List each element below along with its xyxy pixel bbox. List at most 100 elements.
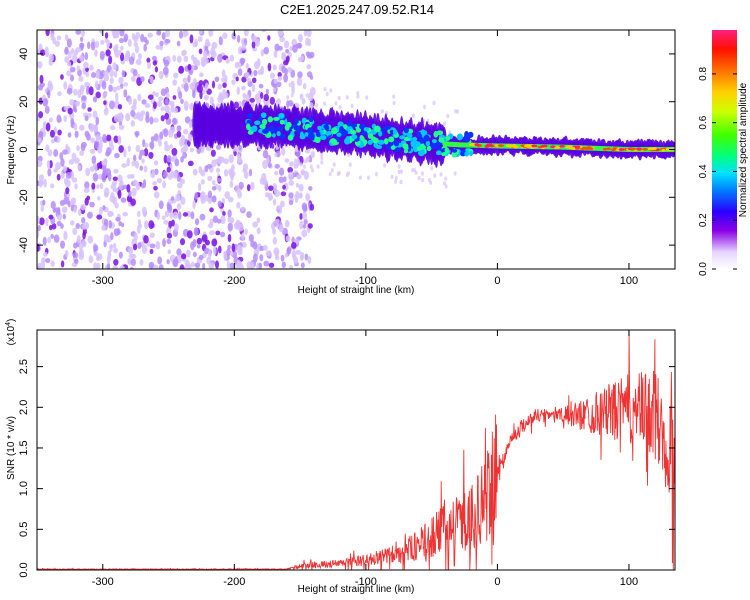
heatmap-cell <box>236 244 243 254</box>
heatmap-cell <box>144 103 151 109</box>
heatmap-cell <box>192 251 197 258</box>
heatmap-cell <box>345 95 349 100</box>
x-tick-label: 0 <box>494 275 500 287</box>
heatmap-cell <box>102 165 107 174</box>
heatmap-cell <box>48 224 53 231</box>
heatmap-cell <box>383 138 389 145</box>
heatmap-cell <box>241 76 247 83</box>
heatmap-cell <box>438 137 445 143</box>
heatmap-cell <box>227 222 233 232</box>
heatmap-cell <box>72 227 78 236</box>
heatmap-cell <box>51 223 57 230</box>
heatmap-cell <box>164 104 170 113</box>
heatmap-cell <box>200 148 205 154</box>
heatmap-cell <box>83 61 89 69</box>
heatmap-cell <box>91 155 97 165</box>
y-tick-label: 0.0 <box>18 562 30 577</box>
heatmap-cell <box>211 238 218 247</box>
heatmap-cell <box>187 63 192 71</box>
heatmap-cell <box>291 236 295 244</box>
heatmap-cell <box>283 40 290 49</box>
heatmap-cell <box>153 117 159 123</box>
heatmap-cell <box>339 126 344 133</box>
heatmap-cell <box>642 147 648 151</box>
heatmap-cell <box>571 146 576 150</box>
heatmap-cell <box>297 71 303 79</box>
heatmap-cell <box>144 142 149 149</box>
heatmap-cell <box>172 258 179 268</box>
heatmap-cell <box>80 144 86 152</box>
heatmap-cell <box>260 92 264 100</box>
heatmap-cell <box>76 65 80 71</box>
heatmap-cell <box>96 214 103 220</box>
heatmap-cell <box>204 82 209 92</box>
heatmap-cell <box>185 249 191 258</box>
heatmap-cell <box>47 236 51 244</box>
y-tick-label: 1.0 <box>18 481 30 496</box>
heatmap-cell <box>383 163 387 168</box>
heatmap-cell <box>120 45 124 51</box>
heatmap-cell <box>263 260 270 267</box>
heatmap-cell <box>289 45 293 51</box>
heatmap-cell <box>241 232 245 241</box>
heatmap-cell <box>250 102 255 108</box>
heatmap-cell <box>79 124 85 131</box>
heatmap-cell <box>158 70 164 80</box>
heatmap-cell <box>412 136 418 142</box>
heatmap-cell <box>397 164 401 169</box>
heatmap-cell <box>252 253 258 263</box>
heatmap-cell <box>102 133 107 143</box>
heatmap-cell <box>72 252 79 259</box>
heatmap-cell <box>237 101 243 107</box>
heatmap-cell <box>153 185 158 191</box>
heatmap-cell <box>307 223 313 229</box>
heatmap-cell <box>358 175 362 180</box>
bottom-y-axis-label: SNR (10 * v/v) <box>6 416 17 480</box>
heatmap-cell <box>170 196 175 201</box>
heatmap-cell <box>92 110 98 119</box>
y-tick-label: 20 <box>18 96 30 108</box>
heatmap-cell <box>267 62 272 72</box>
heatmap-cell <box>178 91 183 100</box>
heatmap-cell <box>184 116 191 124</box>
heatmap-cell <box>166 238 172 245</box>
heatmap-cell <box>45 122 51 132</box>
heatmap-cell <box>201 234 208 242</box>
heatmap-cell <box>178 65 185 74</box>
heatmap-cell <box>141 99 147 105</box>
heatmap-cell <box>103 218 109 227</box>
heatmap-cell <box>636 147 642 151</box>
heatmap-cell <box>95 91 101 99</box>
heatmap-cell <box>345 136 351 142</box>
heatmap-cell <box>315 103 319 108</box>
heatmap-cell <box>49 129 56 138</box>
heatmap-cell <box>137 219 142 226</box>
heatmap-cell <box>218 92 224 102</box>
x-tick-label: -200 <box>223 576 245 588</box>
heatmap-cell <box>322 101 326 106</box>
heatmap-cell <box>127 145 132 152</box>
heatmap-cell <box>349 129 357 135</box>
heatmap-cell <box>152 60 158 66</box>
heatmap-cell <box>123 33 129 42</box>
heatmap-cell <box>388 136 395 143</box>
heatmap-cell <box>284 67 288 77</box>
heatmap-cell <box>57 207 61 216</box>
heatmap-cell <box>98 30 103 34</box>
heatmap-cell <box>148 220 155 230</box>
heatmap-cell <box>106 262 111 269</box>
heatmap-cell <box>211 195 217 203</box>
heatmap-cell <box>403 127 409 134</box>
heatmap-cell <box>661 148 666 152</box>
heatmap-cell <box>164 38 171 44</box>
heatmap-cell <box>122 211 129 217</box>
heatmap-cell <box>378 130 383 137</box>
colorbar-axis: 0.0 0.2 0.4 0.6 0.8 <box>698 67 737 276</box>
heatmap-cell <box>139 259 144 266</box>
heatmap-cell <box>119 265 125 269</box>
heatmap-cell <box>275 99 279 104</box>
heatmap-cell <box>172 79 178 86</box>
heatmap-cell <box>196 84 203 93</box>
heatmap-cell <box>115 216 121 222</box>
heatmap-cell <box>233 101 239 109</box>
